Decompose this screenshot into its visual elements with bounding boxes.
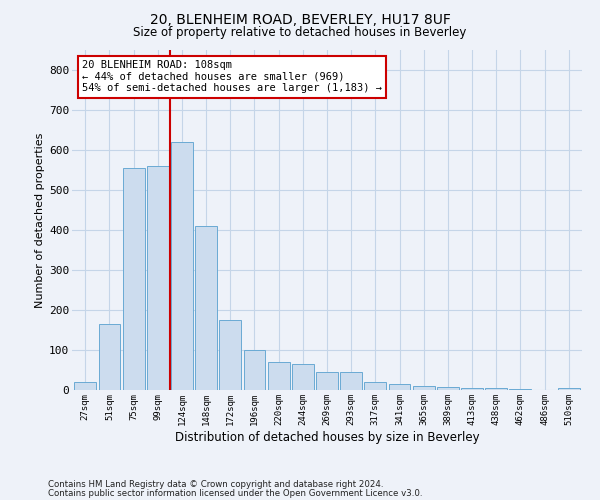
Bar bbox=[389, 384, 410, 390]
Text: Size of property relative to detached houses in Beverley: Size of property relative to detached ho… bbox=[133, 26, 467, 39]
Bar bbox=[461, 388, 483, 390]
Bar bbox=[98, 324, 121, 390]
Bar bbox=[220, 320, 241, 390]
X-axis label: Distribution of detached houses by size in Beverley: Distribution of detached houses by size … bbox=[175, 430, 479, 444]
Bar bbox=[292, 364, 314, 390]
Bar bbox=[171, 142, 193, 390]
Bar bbox=[558, 388, 580, 390]
Bar bbox=[437, 387, 459, 390]
Y-axis label: Number of detached properties: Number of detached properties bbox=[35, 132, 45, 308]
Text: Contains public sector information licensed under the Open Government Licence v3: Contains public sector information licen… bbox=[48, 488, 422, 498]
Text: 20, BLENHEIM ROAD, BEVERLEY, HU17 8UF: 20, BLENHEIM ROAD, BEVERLEY, HU17 8UF bbox=[149, 12, 451, 26]
Bar bbox=[74, 382, 96, 390]
Bar bbox=[195, 226, 217, 390]
Bar bbox=[485, 388, 507, 390]
Bar bbox=[123, 168, 145, 390]
Bar bbox=[413, 386, 434, 390]
Bar bbox=[268, 362, 290, 390]
Text: Contains HM Land Registry data © Crown copyright and database right 2024.: Contains HM Land Registry data © Crown c… bbox=[48, 480, 383, 489]
Bar bbox=[340, 372, 362, 390]
Bar bbox=[509, 389, 531, 390]
Bar bbox=[364, 382, 386, 390]
Bar bbox=[244, 350, 265, 390]
Text: 20 BLENHEIM ROAD: 108sqm
← 44% of detached houses are smaller (969)
54% of semi-: 20 BLENHEIM ROAD: 108sqm ← 44% of detach… bbox=[82, 60, 382, 94]
Bar bbox=[316, 372, 338, 390]
Bar bbox=[147, 166, 169, 390]
